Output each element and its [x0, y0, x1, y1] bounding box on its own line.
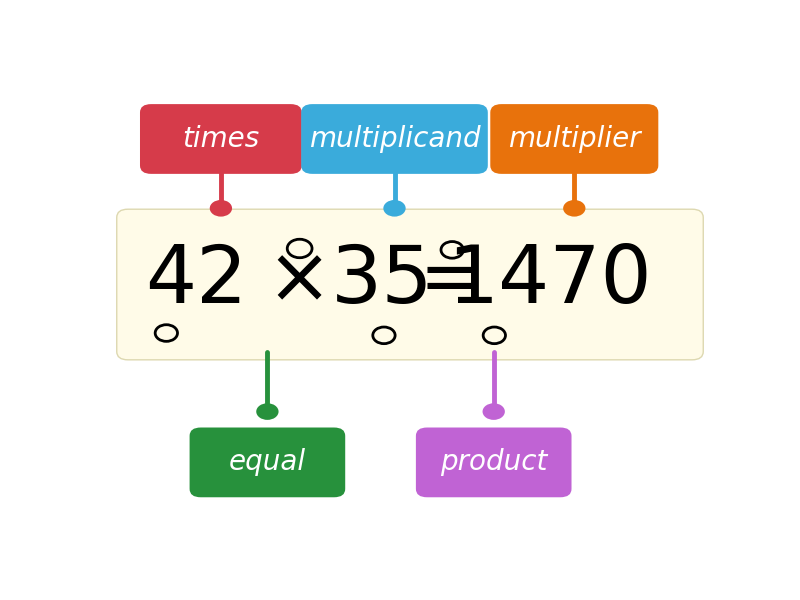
- Text: times: times: [182, 125, 259, 153]
- Circle shape: [383, 200, 406, 217]
- FancyBboxPatch shape: [117, 209, 703, 360]
- Text: multiplier: multiplier: [508, 125, 641, 153]
- Text: equal: equal: [229, 448, 306, 476]
- Circle shape: [256, 403, 278, 420]
- FancyBboxPatch shape: [301, 104, 488, 174]
- Text: multiplicand: multiplicand: [309, 125, 480, 153]
- FancyBboxPatch shape: [490, 104, 658, 174]
- Text: 1470: 1470: [447, 242, 652, 320]
- Text: ×: ×: [266, 243, 331, 319]
- Circle shape: [482, 403, 505, 420]
- Text: =: =: [418, 242, 486, 320]
- Text: 42: 42: [145, 242, 247, 320]
- Text: 35: 35: [331, 242, 434, 320]
- FancyBboxPatch shape: [190, 428, 346, 497]
- Circle shape: [563, 200, 586, 217]
- Circle shape: [210, 200, 232, 217]
- FancyBboxPatch shape: [416, 428, 571, 497]
- FancyBboxPatch shape: [140, 104, 302, 174]
- Text: product: product: [440, 448, 547, 476]
